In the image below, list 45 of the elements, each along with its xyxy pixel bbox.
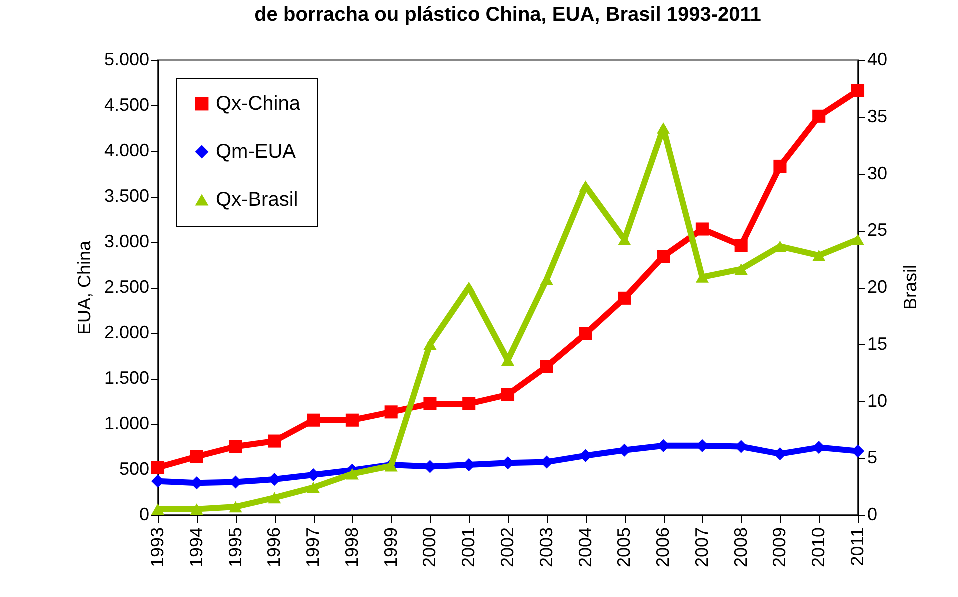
y2-tick-label: 5 bbox=[868, 448, 878, 468]
x-tick-label: 2005 bbox=[614, 528, 634, 568]
x-tick-label: 2001 bbox=[458, 528, 479, 568]
legend-label: Qx-Brasil bbox=[216, 189, 298, 211]
x-tick-label: 2000 bbox=[420, 528, 440, 568]
x-tick-label: 1998 bbox=[342, 528, 362, 568]
chart-title: de borracha ou plástico China, EUA, Brasil 1993-2011 bbox=[254, 4, 762, 26]
x-tick-label: 2009 bbox=[770, 528, 790, 568]
y2-tick-label: 40 bbox=[868, 50, 888, 70]
x-tick-label: 2008 bbox=[730, 528, 751, 568]
y-tick-label: 4.500 bbox=[104, 95, 150, 115]
x-tick-label: 1996 bbox=[264, 528, 284, 568]
y2-tick-label: 20 bbox=[868, 277, 888, 297]
y-tick-label: 500 bbox=[119, 459, 150, 479]
y2-tick-label: 35 bbox=[868, 106, 888, 126]
y-tick-label: 0 bbox=[139, 504, 150, 524]
x-tick-label: 2003 bbox=[536, 528, 556, 568]
x-tick-label: 1994 bbox=[186, 528, 206, 568]
x-tick-label: 2007 bbox=[692, 528, 712, 568]
y2-axis-title: Brasil bbox=[900, 264, 920, 310]
y-tick-label: 2.500 bbox=[104, 277, 150, 297]
y-tick-label: 3.500 bbox=[104, 186, 150, 206]
y-tick-label: 5.000 bbox=[104, 50, 150, 70]
x-tick-label: 1999 bbox=[380, 528, 401, 568]
x-tick-label: 2010 bbox=[808, 528, 829, 568]
y-tick-label: 3.000 bbox=[104, 232, 150, 252]
y-tick-label: 1.000 bbox=[104, 414, 150, 434]
x-tick-label: 2004 bbox=[575, 528, 596, 568]
y2-tick-label: 0 bbox=[868, 504, 878, 524]
x-tick-label: 2011 bbox=[848, 528, 868, 566]
x-tick-label: 1993 bbox=[148, 528, 168, 568]
x-tick-label: 2002 bbox=[498, 528, 518, 568]
y2-tick-label: 10 bbox=[868, 390, 888, 411]
y-axis-title: EUA, China bbox=[74, 240, 94, 336]
y2-tick-label: 25 bbox=[868, 220, 888, 240]
legend-label: Qx-China bbox=[216, 93, 302, 115]
y-tick-label: 2.000 bbox=[104, 322, 150, 342]
x-tick-label: 1995 bbox=[225, 528, 246, 568]
y2-tick-label: 15 bbox=[868, 334, 888, 354]
y-tick-label: 1.500 bbox=[104, 368, 150, 388]
y2-tick-label: 30 bbox=[868, 163, 888, 184]
x-tick-label: 2006 bbox=[653, 528, 674, 568]
x-tick-label: 1997 bbox=[303, 528, 324, 568]
y-tick-label: 4.000 bbox=[104, 140, 150, 160]
legend-label: Qm-EUA bbox=[216, 141, 297, 163]
